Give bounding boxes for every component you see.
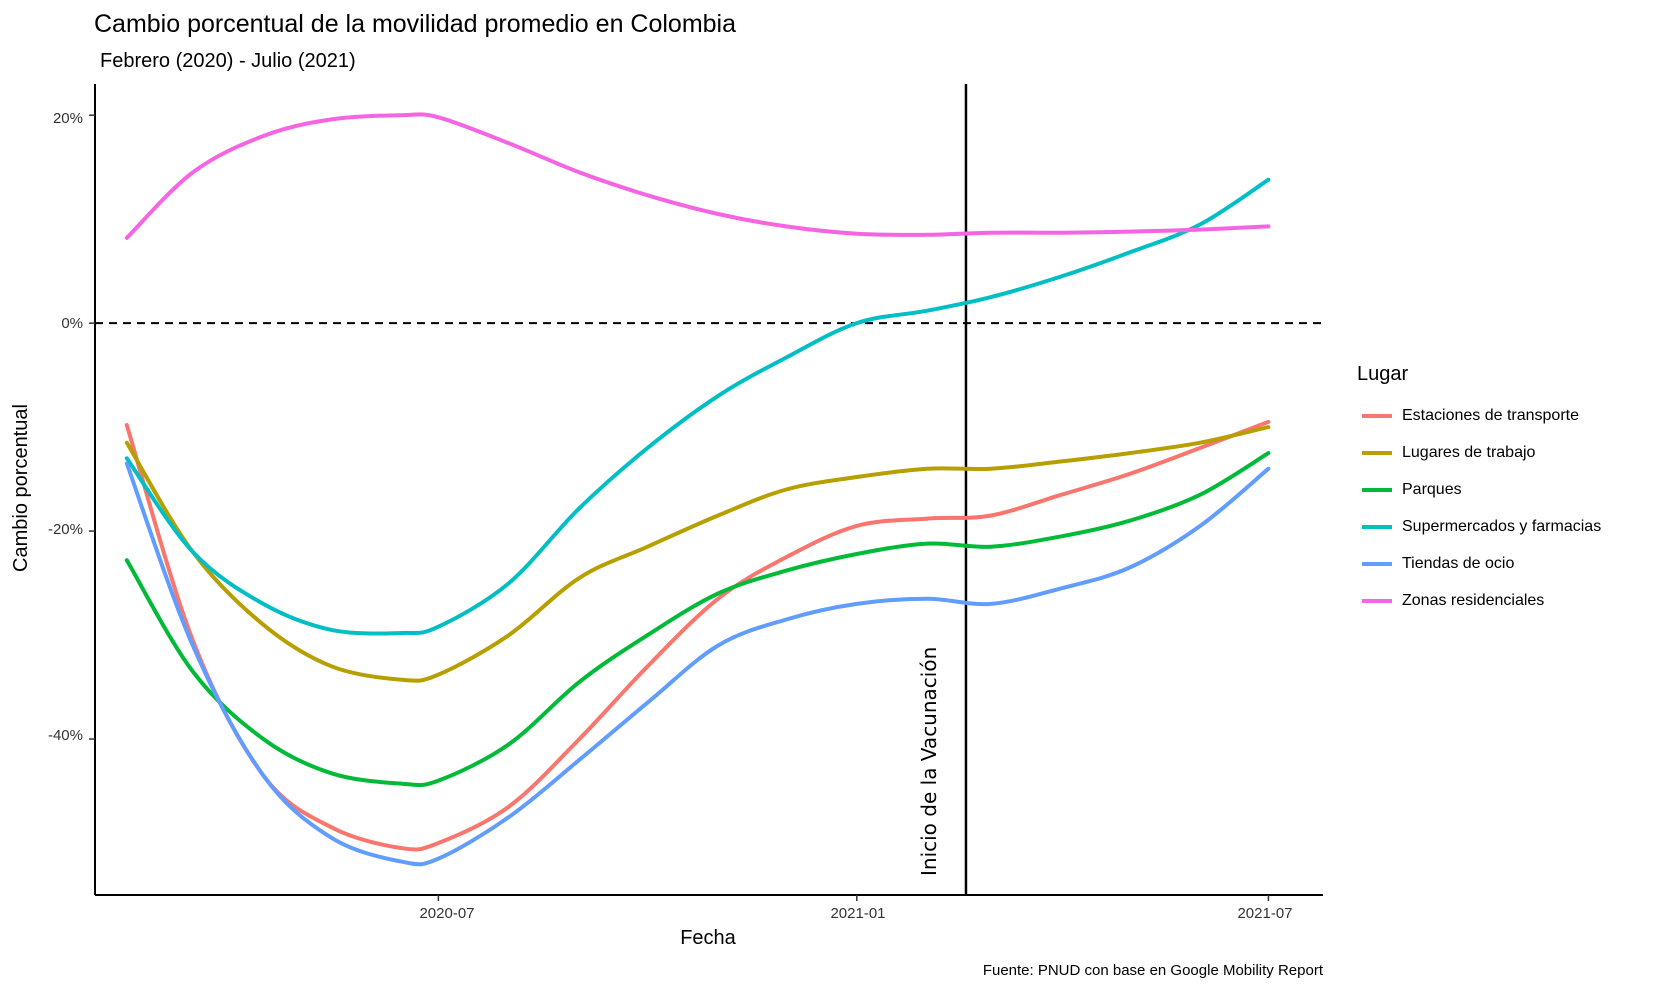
series-line-zonas-residenciales: [124, 112, 1271, 240]
legend-label: Lugares de trabajo: [1402, 444, 1536, 461]
x-tick-label: 2021-01: [830, 905, 885, 922]
x-axis: 2020-07 2021-01 2021-07: [419, 905, 1292, 922]
series-line-supermercados-y-farmacias: [124, 177, 1271, 636]
legend-label: Zonas residenciales: [1402, 592, 1544, 609]
series-line-lugares-de-trabajo: [124, 425, 1271, 683]
chart-subtitle: Febrero (2020) - Julio (2021): [100, 50, 356, 72]
plot-area: [89, 84, 1323, 901]
y-tick-label: -40%: [48, 727, 83, 744]
series-line-parques: [124, 451, 1271, 788]
legend: Lugar Estaciones de transporte Lugares de…: [1357, 363, 1601, 609]
source-caption: Fuente: PNUD con base en Google Mobility…: [983, 962, 1324, 979]
series-line-tiendas-de-ocio: [124, 461, 1271, 867]
legend-label: Parques: [1402, 481, 1462, 498]
legend-label: Tiendas de ocio: [1402, 555, 1514, 572]
y-axis-title: Cambio porcentual: [10, 404, 32, 572]
legend-title: Lugar: [1357, 363, 1408, 385]
legend-label: Supermercados y farmacias: [1402, 518, 1601, 535]
y-axis: -40% -20% 0% 20%: [48, 110, 83, 744]
x-axis-title: Fecha: [680, 927, 736, 949]
y-tick-label: 20%: [53, 110, 83, 127]
chart-title: Cambio porcentual de la movilidad promed…: [94, 10, 736, 38]
legend-label: Estaciones de transporte: [1402, 407, 1579, 424]
y-tick-label: 0%: [61, 315, 83, 332]
x-tick-label: 2021-07: [1237, 905, 1292, 922]
vaccination-start-label: Inicio de la Vacunación: [917, 647, 941, 876]
series-line-estaciones-de-transporte: [124, 419, 1271, 852]
x-tick-label: 2020-07: [419, 905, 474, 922]
y-tick-label: -20%: [48, 521, 83, 538]
